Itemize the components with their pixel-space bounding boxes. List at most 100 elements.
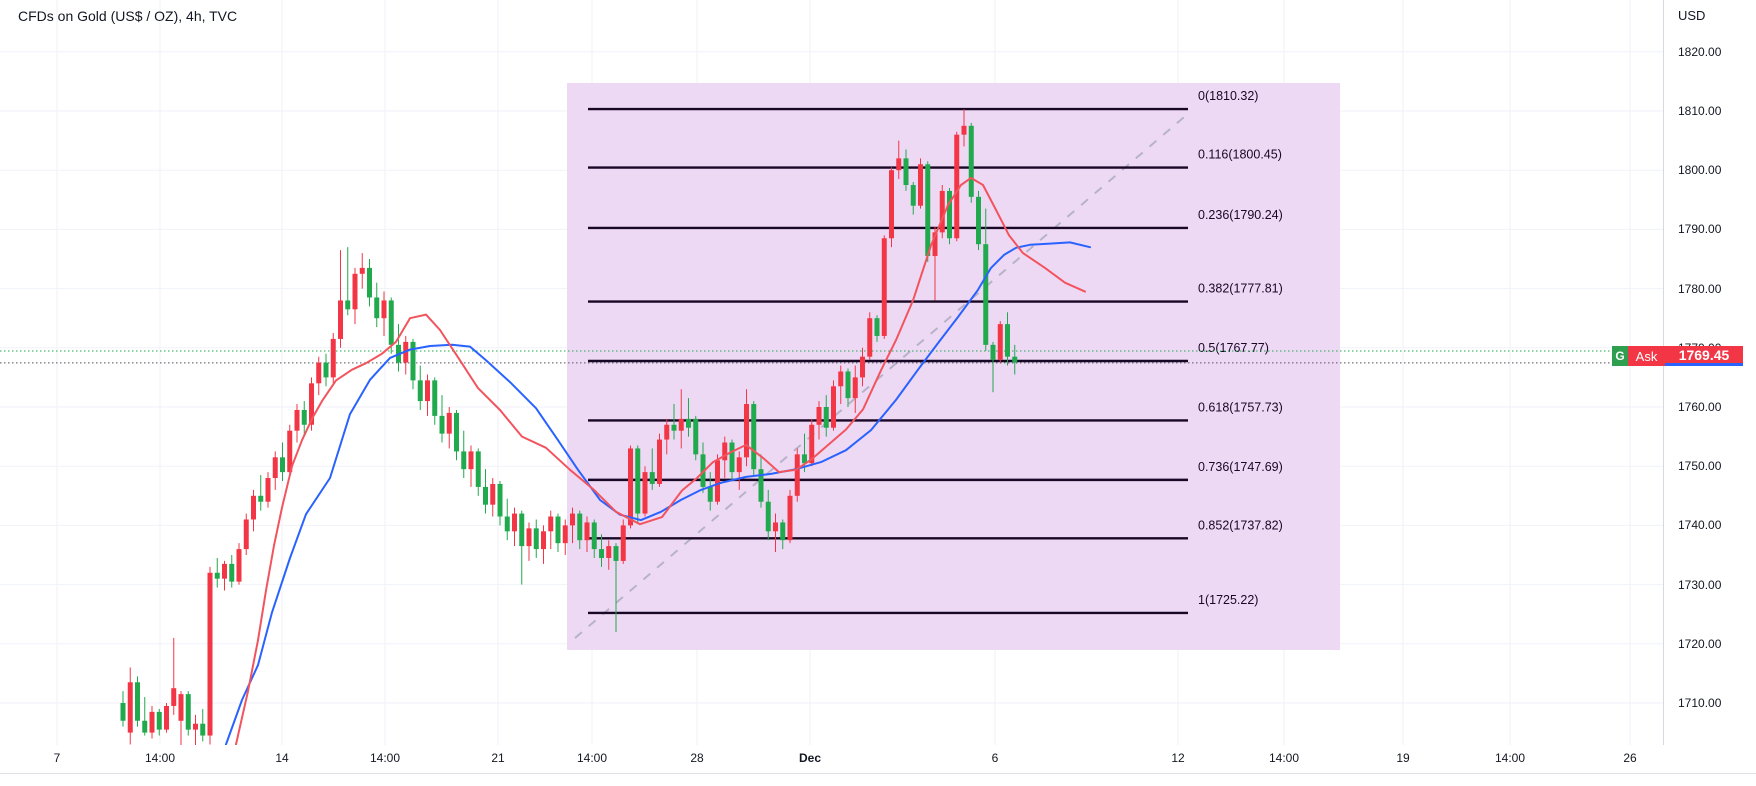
- candle-body[interactable]: [171, 688, 177, 706]
- candle-body[interactable]: [860, 356, 865, 378]
- candle-body[interactable]: [657, 439, 662, 484]
- candle-body[interactable]: [374, 297, 380, 319]
- candle-body[interactable]: [251, 495, 256, 520]
- candle-body[interactable]: [526, 528, 532, 547]
- candle-body[interactable]: [359, 267, 365, 274]
- fib-anchor-trendline[interactable]: [574, 111, 1191, 639]
- candle-body[interactable]: [425, 380, 430, 402]
- candle-body[interactable]: [533, 528, 539, 550]
- candle-body[interactable]: [664, 424, 670, 440]
- candle-body[interactable]: [765, 501, 771, 532]
- candle-body[interactable]: [606, 546, 612, 558]
- candle-body[interactable]: [997, 324, 1003, 360]
- candle-body[interactable]: [381, 300, 387, 319]
- candle-body[interactable]: [686, 418, 691, 428]
- candle-body[interactable]: [910, 185, 916, 206]
- time-axis-label[interactable]: 12: [1171, 751, 1185, 765]
- candle-body[interactable]: [751, 404, 757, 470]
- candle-body[interactable]: [323, 362, 329, 378]
- candle-body[interactable]: [555, 516, 561, 544]
- price-axis-label[interactable]: 1800.00: [1678, 163, 1722, 178]
- candle-body[interactable]: [229, 563, 235, 582]
- candle-body[interactable]: [193, 723, 198, 730]
- candle-body[interactable]: [236, 549, 242, 582]
- candle-body[interactable]: [519, 513, 525, 547]
- candle-body[interactable]: [548, 516, 554, 532]
- candle-body[interactable]: [642, 472, 648, 514]
- candle-body[interactable]: [867, 318, 873, 357]
- candle-body[interactable]: [512, 513, 517, 532]
- candle-body[interactable]: [773, 522, 778, 532]
- candle-body[interactable]: [715, 460, 720, 502]
- candle-body[interactable]: [316, 362, 322, 384]
- candle-body[interactable]: [577, 513, 583, 541]
- time-axis-label[interactable]: Dec: [798, 751, 822, 765]
- candle-body[interactable]: [265, 478, 271, 502]
- candle-body[interactable]: [620, 525, 626, 561]
- price-axis-label[interactable]: 1750.00: [1678, 459, 1722, 474]
- candle-body[interactable]: [736, 457, 742, 473]
- candle-body[interactable]: [468, 451, 474, 470]
- candle-body[interactable]: [1012, 356, 1018, 363]
- candle-body[interactable]: [678, 418, 684, 431]
- candle-body[interactable]: [903, 158, 909, 185]
- candle-body[interactable]: [309, 383, 314, 425]
- ask-price-badge[interactable]: G Ask 1769.45: [1612, 346, 1743, 366]
- candle-body[interactable]: [939, 190, 945, 233]
- price-axis-label[interactable]: 1710.00: [1678, 696, 1722, 710]
- candle-body[interactable]: [338, 300, 343, 339]
- candle-body[interactable]: [925, 164, 931, 257]
- candle-body[interactable]: [272, 457, 278, 479]
- candle-body[interactable]: [475, 451, 481, 487]
- candle-body[interactable]: [287, 430, 293, 473]
- candle-body[interactable]: [729, 442, 735, 473]
- candle-body[interactable]: [127, 682, 133, 733]
- candle-body[interactable]: [330, 338, 336, 378]
- candle-body[interactable]: [874, 318, 880, 336]
- time-axis[interactable]: 7 14:00 14 14:00 21 14:00 28 Dec 6 12 14:00 19 14:00…: [0, 745, 1756, 773]
- candle-body[interactable]: [932, 232, 938, 257]
- candle-body[interactable]: [889, 170, 894, 239]
- candle-body[interactable]: [628, 448, 633, 526]
- candle-body[interactable]: [780, 522, 786, 541]
- candle-body[interactable]: [961, 125, 967, 135]
- candle-body[interactable]: [156, 711, 162, 730]
- candle-body[interactable]: [483, 486, 488, 505]
- candle-body[interactable]: [214, 572, 220, 579]
- candle-body[interactable]: [707, 486, 713, 502]
- ma-fast-red-line[interactable]: [235, 176, 1086, 745]
- time-axis-label[interactable]: 14:00: [1494, 751, 1526, 765]
- candle-body[interactable]: [896, 158, 902, 171]
- candle-body[interactable]: [243, 519, 249, 550]
- candle-body[interactable]: [200, 723, 206, 736]
- time-axis-label[interactable]: 14:00: [144, 751, 176, 765]
- candle-body[interactable]: [591, 522, 597, 550]
- candle-body[interactable]: [367, 267, 372, 298]
- time-axis-label[interactable]: 26: [1623, 751, 1637, 765]
- price-axis-label[interactable]: 1760.00: [1678, 400, 1722, 414]
- candle-body[interactable]: [823, 407, 829, 428]
- candle-body[interactable]: [1005, 324, 1010, 357]
- candle-body[interactable]: [149, 711, 155, 733]
- time-axis-label[interactable]: 28: [690, 751, 704, 765]
- candle-body[interactable]: [947, 190, 952, 239]
- time-axis-label[interactable]: 14:00: [1268, 751, 1300, 765]
- candle-body[interactable]: [852, 377, 858, 399]
- time-axis-label[interactable]: 7: [53, 751, 61, 765]
- candle-body[interactable]: [185, 694, 191, 730]
- candle-body[interactable]: [410, 341, 416, 381]
- time-axis-label[interactable]: 14:00: [369, 751, 401, 765]
- candle-body[interactable]: [280, 457, 285, 473]
- candle-body[interactable]: [222, 563, 227, 579]
- candle-body[interactable]: [613, 546, 619, 561]
- candle-body[interactable]: [831, 386, 836, 428]
- candle-body[interactable]: [454, 412, 459, 452]
- candle-body[interactable]: [954, 134, 960, 239]
- candle-body[interactable]: [135, 682, 140, 721]
- candle-body[interactable]: [490, 483, 496, 505]
- candle-body[interactable]: [541, 531, 546, 550]
- symbol-title[interactable]: CFDs on Gold (US$ / OZ), 4h, TVC: [18, 8, 238, 24]
- price-axis-label[interactable]: 1810.00: [1678, 104, 1722, 118]
- candle-body[interactable]: [258, 495, 264, 502]
- candle-body[interactable]: [504, 516, 510, 532]
